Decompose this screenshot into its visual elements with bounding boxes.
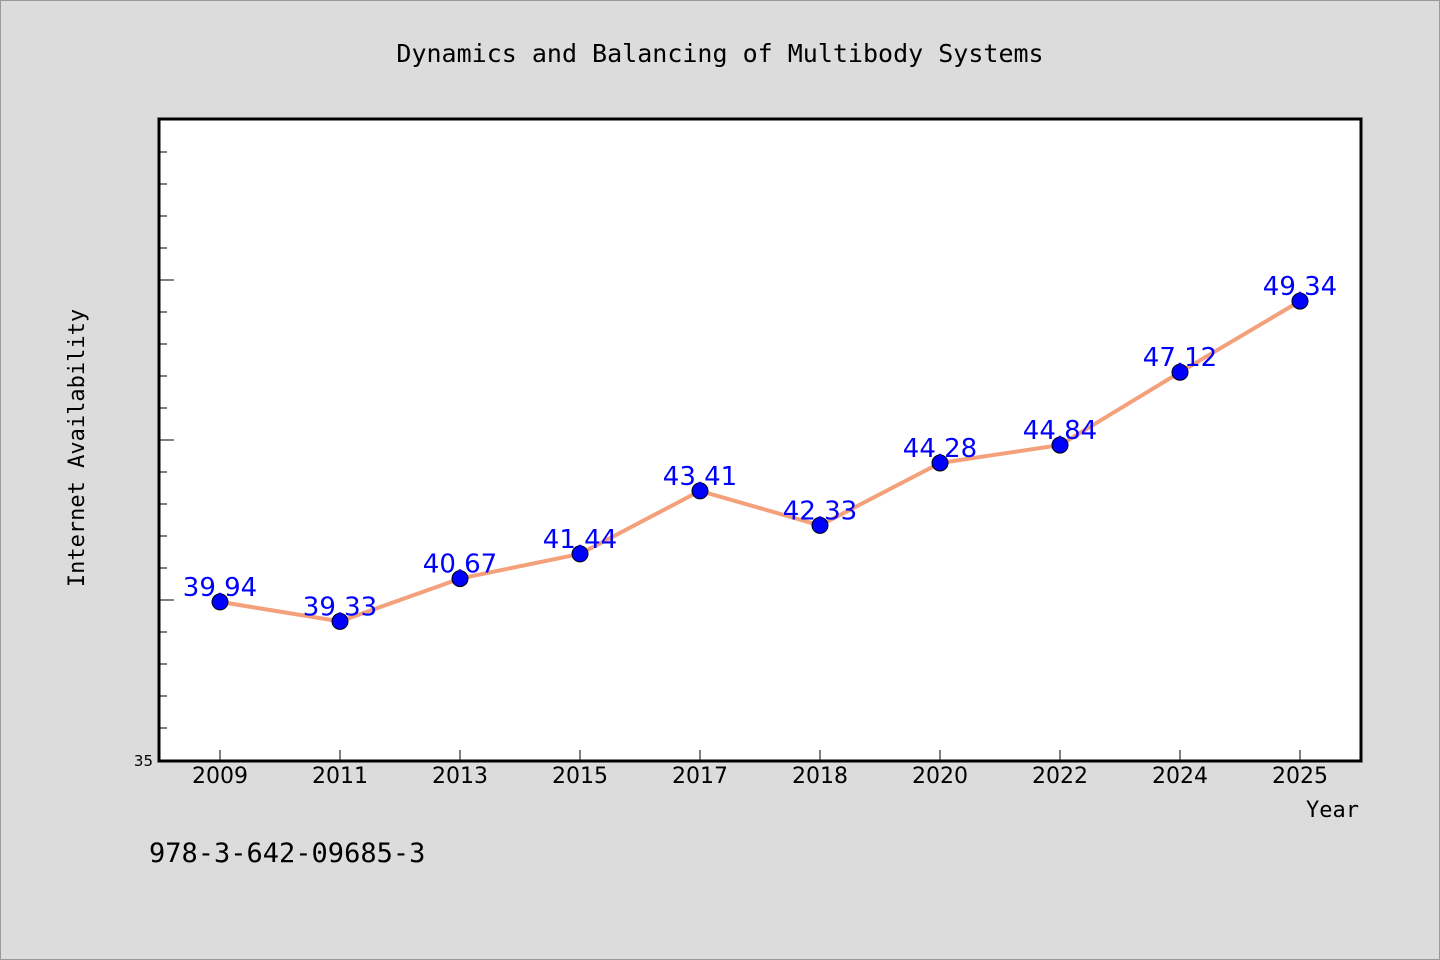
data-label: 44.28 (903, 434, 977, 464)
data-label: 43.41 (663, 462, 737, 492)
data-label: 47.12 (1143, 343, 1217, 373)
x-tick-label: 2009 (192, 764, 248, 789)
data-point (691, 482, 709, 500)
series-line (219, 299, 1302, 624)
plot-area (157, 117, 1363, 763)
x-tick-label: 2015 (552, 764, 608, 789)
data-markers (211, 292, 1309, 630)
x-axis-tick-labels: 2009 2011 2013 2015 2017 2018 2020 2022 2024 2025 (192, 764, 1328, 789)
x-tick-label: 2011 (312, 764, 368, 789)
data-label: 42.33 (783, 496, 857, 526)
data-label: 40.67 (423, 550, 497, 580)
chart-title: Dynamics and Balancing of Multibody Syst… (396, 39, 1043, 68)
y-axis-label: Internet Availability (65, 309, 90, 587)
x-axis-ticks (219, 750, 1301, 760)
data-label: 39.94 (183, 573, 257, 603)
data-labels: 39.94 39.33 40.67 41.44 43.41 42.33 44.28 44.84… (183, 272, 1337, 622)
x-tick-label: 2022 (1032, 764, 1088, 789)
data-label: 44.84 (1023, 416, 1097, 446)
x-tick-label: 2013 (432, 764, 488, 789)
data-label: 39.33 (303, 592, 377, 622)
x-tick-label: 2018 (792, 764, 848, 789)
y-tick-label: 35 (134, 752, 153, 770)
isbn-footer: 978-3-642-09685-3 (149, 838, 425, 869)
x-axis-label: Year (1306, 798, 1359, 823)
data-point (1051, 436, 1069, 454)
y-axis-tick-labels: 35 (134, 752, 153, 770)
data-point (451, 570, 469, 588)
x-tick-label: 2020 (912, 764, 968, 789)
x-tick-label: 2025 (1272, 764, 1328, 789)
data-point (571, 545, 589, 563)
data-point (931, 454, 949, 472)
x-tick-label: 2024 (1152, 764, 1208, 789)
data-label: 49.34 (1263, 272, 1337, 302)
data-point (1291, 292, 1309, 310)
data-point (1171, 363, 1189, 381)
data-point (211, 593, 229, 611)
data-point (811, 516, 829, 534)
x-tick-label: 2017 (672, 764, 728, 789)
data-point (331, 612, 349, 630)
y-axis-ticks (160, 151, 174, 729)
data-label: 41.44 (543, 525, 617, 555)
